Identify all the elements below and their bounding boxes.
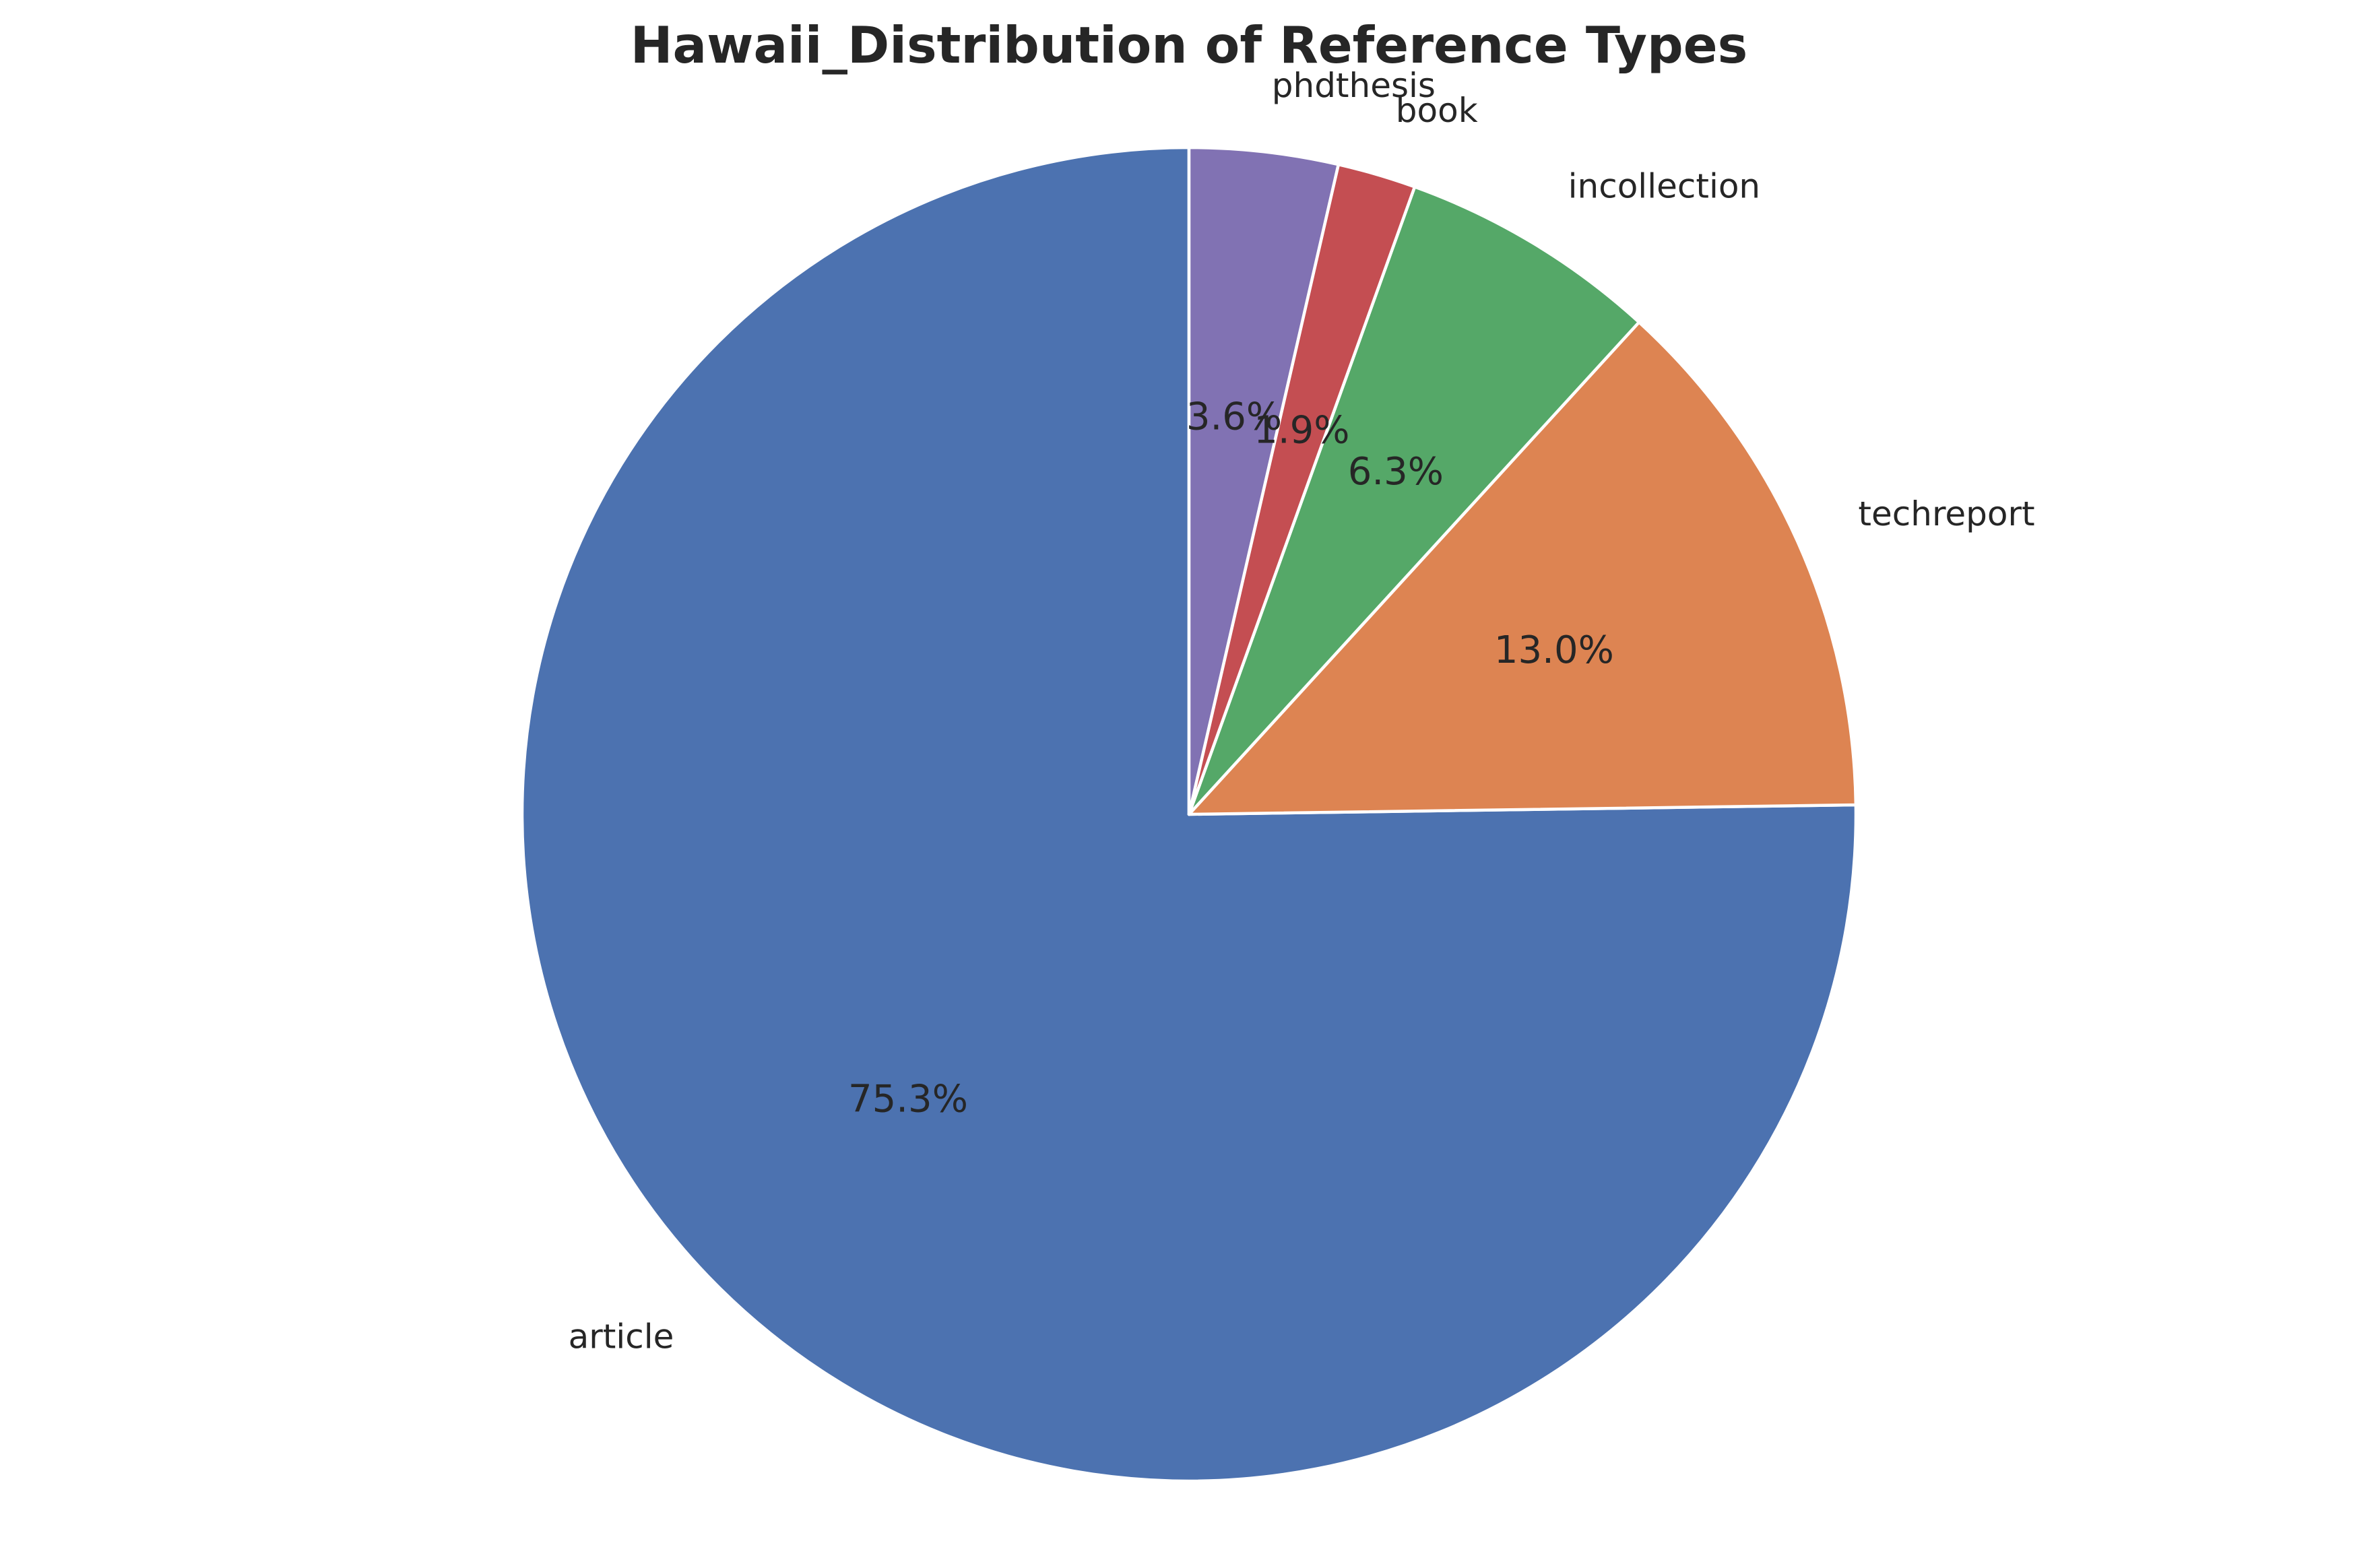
slice-label-article: article	[569, 1317, 674, 1356]
pct-label-techreport: 13.0%	[1494, 628, 1614, 672]
pie-slices	[520, 145, 1858, 1483]
slice-label-incollection: incollection	[1568, 167, 1760, 206]
pct-label-book: 1.9%	[1254, 409, 1349, 453]
percentage-labels: 75.3% 13.0% 6.3%1.9%3.6%	[848, 395, 1614, 1121]
chart-title: Hawaii_Distribution of Reference Types	[631, 15, 1747, 75]
pct-label-phdthesis: 3.6%	[1186, 395, 1282, 438]
pct-label-article: 75.3%	[848, 1077, 968, 1121]
slice-label-phdthesis: phdthesis	[1272, 66, 1436, 105]
pct-label-incollection: 6.3%	[1348, 450, 1444, 494]
slice-phdthesis	[1187, 145, 1341, 816]
slice-techreport	[1187, 321, 1858, 816]
slice-label-techreport: techreport	[1858, 494, 2034, 533]
slice-incollection	[1187, 185, 1641, 816]
slice-label-book: book	[1396, 91, 1478, 130]
slice-labels: article techreport incollection bookphdthes…	[569, 66, 2035, 1357]
